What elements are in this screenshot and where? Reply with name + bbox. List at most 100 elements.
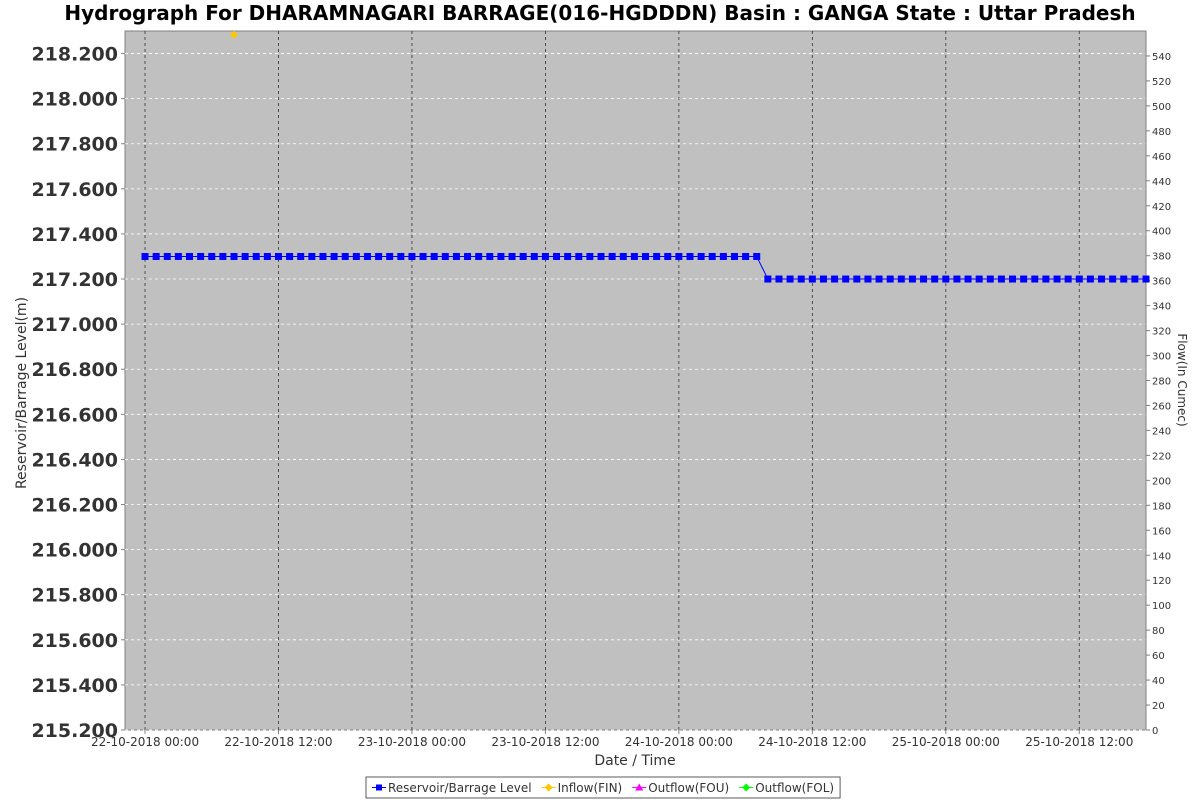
- data-point: [1109, 275, 1117, 283]
- data-point: [163, 252, 171, 260]
- data-point: [586, 252, 594, 260]
- data-point: [775, 275, 783, 283]
- data-point: [230, 252, 238, 260]
- left-y-axis: 215.200 215.400 215.600 215.800 216.000 216.2…: [31, 44, 125, 742]
- data-point: [497, 252, 505, 260]
- data-point: [697, 252, 705, 260]
- data-point: [653, 252, 661, 260]
- data-point: [519, 252, 527, 260]
- x-tick-label: 24-10-2018 00:00: [625, 735, 733, 749]
- data-point: [742, 252, 750, 260]
- left-y-axis-label: Reservoir/Barrage Level(m): [14, 297, 30, 489]
- data-point: [452, 252, 460, 260]
- data-point: [619, 252, 627, 260]
- data-point: [397, 252, 405, 260]
- data-point: [953, 275, 961, 283]
- x-tick-label: 24-10-2018 12:00: [758, 735, 866, 749]
- left-tick-label: 215.400: [31, 675, 118, 697]
- data-point: [208, 252, 216, 260]
- right-tick-label: 360: [1152, 277, 1171, 288]
- data-point: [229, 30, 238, 39]
- right-tick-label: 20: [1152, 701, 1165, 712]
- data-point: [1020, 275, 1028, 283]
- data-point: [842, 275, 850, 283]
- x-tick-label: 25-10-2018 12:00: [1025, 735, 1133, 749]
- data-point: [853, 275, 861, 283]
- left-tick-label: 218.000: [31, 89, 118, 111]
- left-tick-label: 216.200: [31, 495, 118, 517]
- data-point: [541, 252, 549, 260]
- data-point: [308, 252, 316, 260]
- right-tick-label: 60: [1152, 651, 1165, 662]
- data-point: [886, 275, 894, 283]
- data-point: [297, 252, 305, 260]
- data-point: [808, 275, 816, 283]
- data-point: [786, 275, 794, 283]
- left-tick-label: 215.800: [31, 585, 118, 607]
- right-tick-label: 40: [1152, 676, 1165, 687]
- right-tick-label: 380: [1152, 252, 1171, 263]
- right-tick-label: 120: [1152, 576, 1171, 587]
- right-tick-label: 180: [1152, 501, 1171, 512]
- right-tick-label: 420: [1152, 202, 1171, 213]
- legend-marker: [376, 784, 382, 791]
- right-tick-label: 0: [1152, 726, 1158, 737]
- data-point: [1031, 275, 1039, 283]
- legend-label: Outflow(FOU): [648, 781, 729, 795]
- left-tick-label: 217.800: [31, 134, 118, 156]
- data-point: [1075, 275, 1083, 283]
- right-tick-label: 200: [1152, 476, 1171, 487]
- legend-label: Outflow(FOL): [755, 781, 834, 795]
- data-point: [908, 275, 916, 283]
- left-tick-label: 217.000: [31, 314, 118, 336]
- data-point: [1120, 275, 1128, 283]
- right-tick-label: 80: [1152, 626, 1165, 637]
- data-point: [263, 252, 271, 260]
- right-tick-label: 320: [1152, 327, 1171, 338]
- data-point: [664, 252, 672, 260]
- left-tick-label: 216.600: [31, 404, 118, 426]
- data-point: [986, 275, 994, 283]
- data-point: [897, 275, 905, 283]
- left-tick-label: 217.200: [31, 269, 118, 291]
- data-point: [797, 275, 805, 283]
- x-axis: 22-10-2018 00:00 22-10-2018 12:00 23-10-20…: [91, 730, 1133, 749]
- right-tick-label: 160: [1152, 526, 1171, 537]
- data-point: [597, 252, 605, 260]
- data-point: [642, 252, 650, 260]
- data-point: [174, 252, 182, 260]
- left-tick-label: 216.000: [31, 540, 118, 562]
- data-point: [608, 252, 616, 260]
- left-tick-label: 217.400: [31, 224, 118, 246]
- legend-label: Reservoir/Barrage Level: [388, 781, 532, 795]
- series-layer: [141, 30, 1150, 283]
- data-point: [197, 252, 205, 260]
- data-point: [386, 252, 394, 260]
- data-point: [553, 252, 561, 260]
- data-point: [719, 252, 727, 260]
- right-tick-label: 440: [1152, 177, 1171, 188]
- data-point: [430, 252, 438, 260]
- right-tick-label: 340: [1152, 302, 1171, 313]
- right-y-axis-label: Flow(In Cumec): [1175, 333, 1189, 426]
- left-tick-label: 215.600: [31, 630, 118, 652]
- chart-title: Hydrograph For DHARAMNAGARI BARRAGE(016-…: [64, 1, 1135, 25]
- right-tick-label: 140: [1152, 551, 1171, 562]
- legend-marker: [544, 783, 553, 792]
- data-point: [1131, 275, 1139, 283]
- data-point: [730, 252, 738, 260]
- data-point: [864, 275, 872, 283]
- legend: Reservoir/Barrage Level Inflow(FIN) Outflo…: [365, 776, 841, 799]
- right-tick-label: 280: [1152, 377, 1171, 388]
- right-tick-label: 100: [1152, 601, 1171, 612]
- data-point: [964, 275, 972, 283]
- data-point: [252, 252, 260, 260]
- legend-marker: [742, 783, 751, 792]
- right-tick-label: 520: [1152, 77, 1171, 88]
- data-point: [419, 252, 427, 260]
- data-point: [997, 275, 1005, 283]
- legend-marker: [635, 783, 644, 791]
- right-tick-label: 540: [1152, 52, 1171, 63]
- left-tick-label: 218.200: [31, 44, 118, 66]
